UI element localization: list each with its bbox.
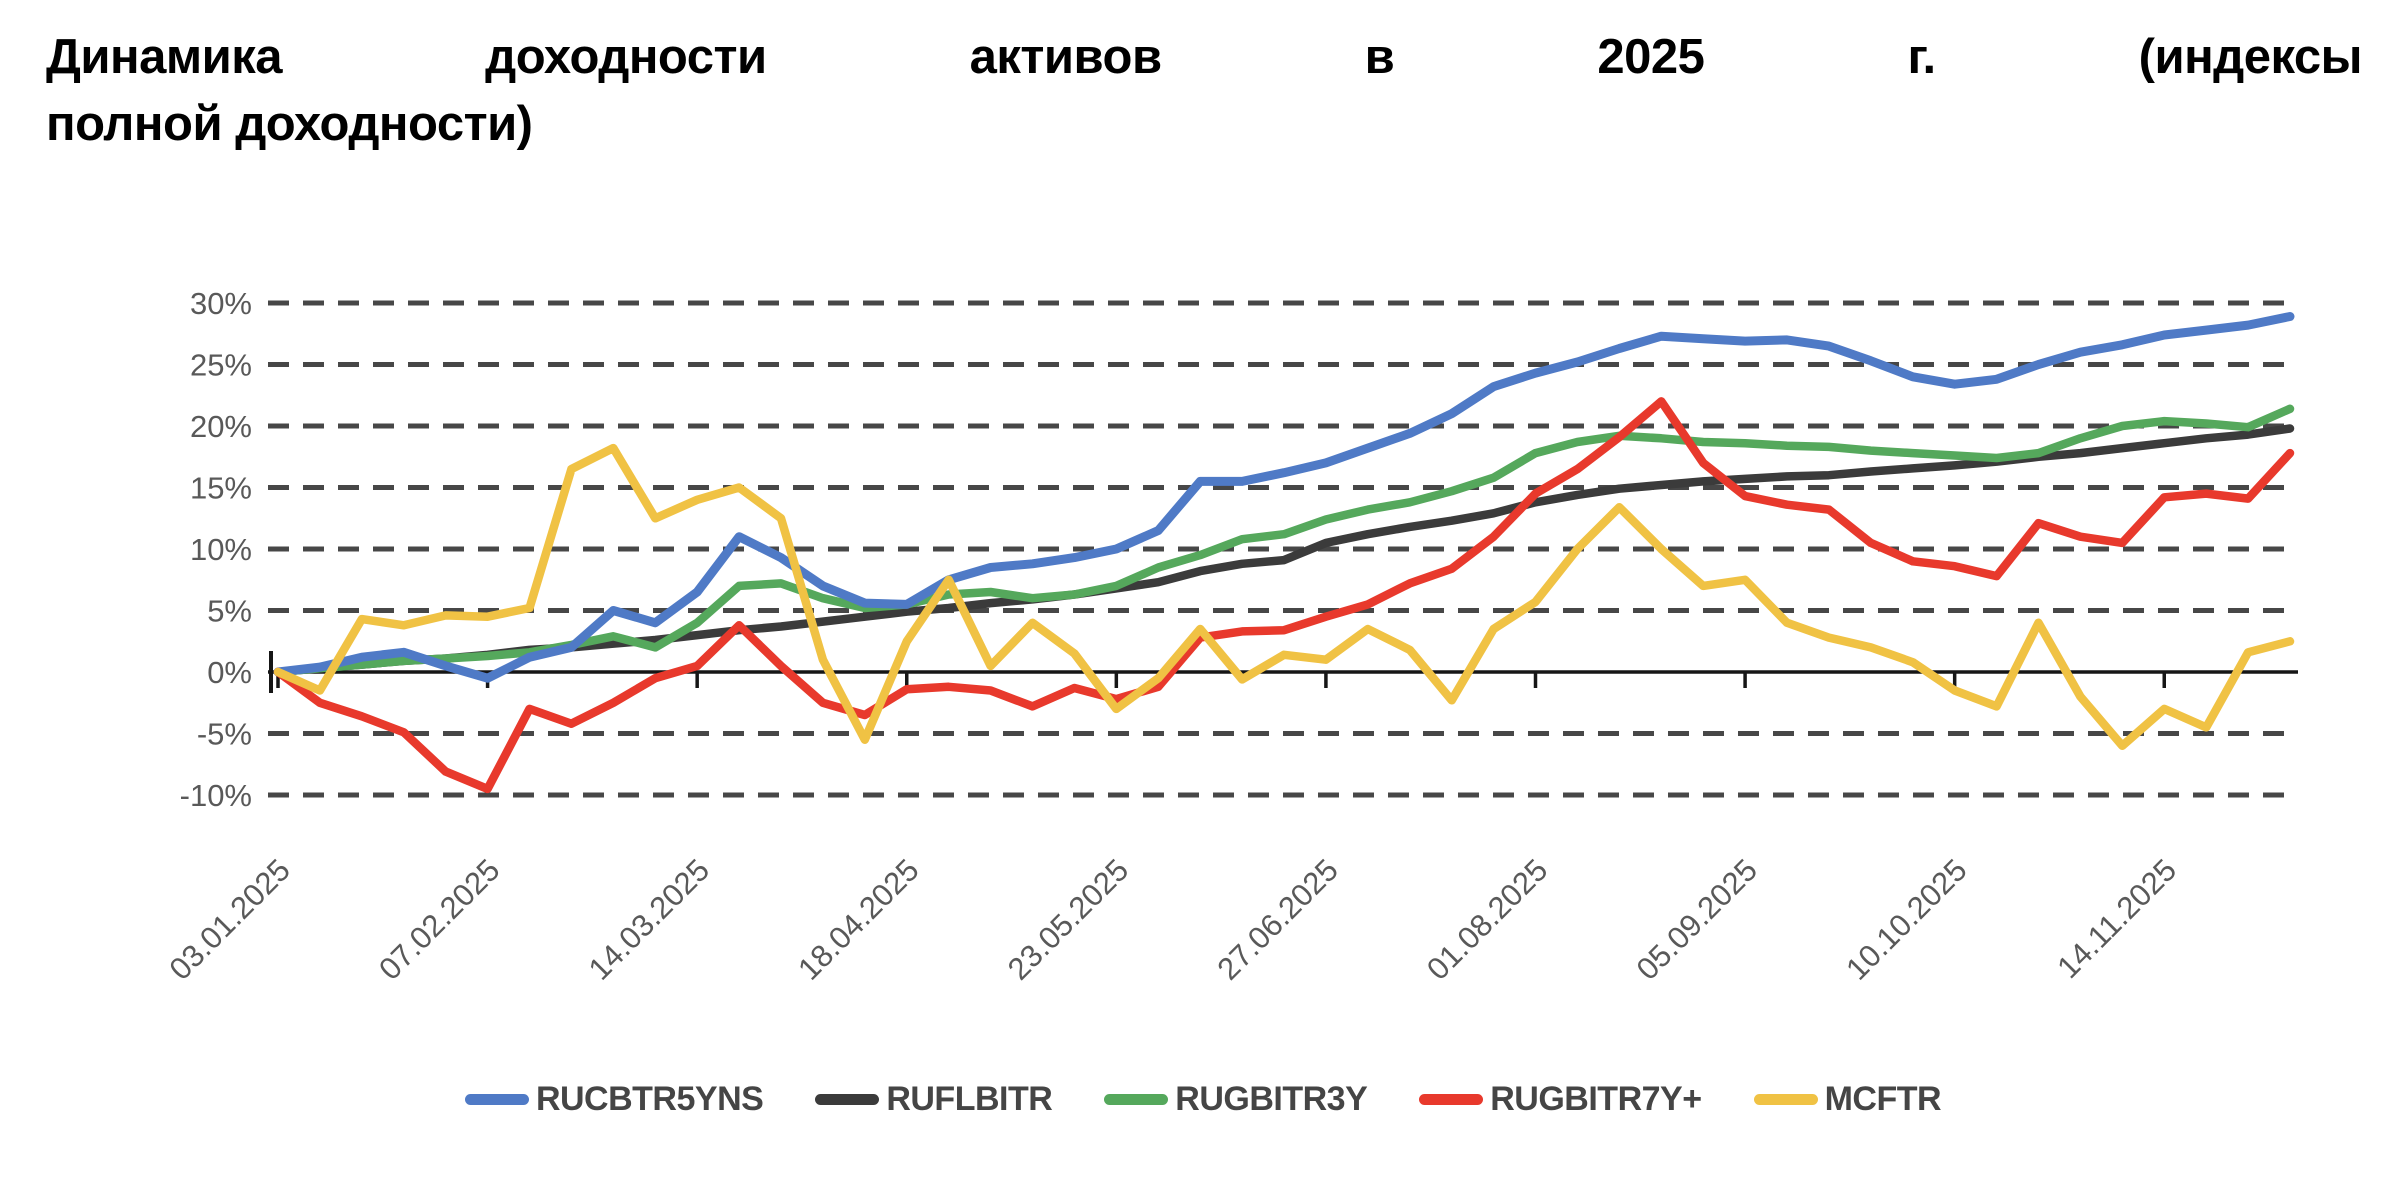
y-axis-label-30: 30% [190,286,252,321]
x-axis-label-14.03.2025: 14.03.2025 [582,852,716,986]
y-axis-label-5: 5% [207,594,252,629]
series-line-RUFLBITR [273,424,2295,677]
x-axis-label-05.09.2025: 05.09.2025 [1630,852,1764,986]
y-axis-label-0: 0% [207,655,252,690]
y-axis-label-15: 15% [190,471,252,506]
y-axis-label-20: 20% [190,409,252,444]
legend-swatch-rugbitr7y [1419,1094,1484,1105]
x-axis-label-01.08.2025: 01.08.2025 [1420,852,1554,986]
y-axis-label--5: -5% [197,717,252,752]
series-line-MCFTR [273,443,2295,751]
series-line-RUGBITR7Y+ [273,397,2295,794]
chart-title-line2: полной доходности) [46,97,533,151]
legend-label-rugbitr7y: RUGBITR7Y+ [1490,1080,1702,1118]
series-line-RUCBTR5YNS [273,312,2295,683]
x-axis-label-10.10.2025: 10.10.2025 [1839,852,1973,986]
y-axis-label--10: -10% [180,778,252,813]
series-line-RUGBITR3Y [273,404,2295,677]
legend-swatch-mcftr [1753,1094,1818,1105]
legend-swatch-rugbitr3y [1104,1094,1169,1105]
legend-label-ruflbitr: RUFLBITR [886,1080,1053,1118]
chart-title: Динамика доходности активов в 2025 г. (и… [46,24,2363,158]
x-axis-label-27.06.2025: 27.06.2025 [1210,852,1344,986]
legend-swatch-rucbtr5yns [464,1094,529,1105]
legend-swatch-ruflbitr [815,1094,880,1105]
x-axis-label-07.02.2025: 07.02.2025 [372,852,506,986]
legend-label-rugbitr3y: RUGBITR3Y [1175,1080,1368,1118]
y-axis-label-25: 25% [190,348,252,383]
x-axis-label-18.04.2025: 18.04.2025 [791,852,925,986]
legend-item-rugbitr7y: RUGBITR7Y+ [1419,1080,1702,1119]
legend: RUCBTR5YNS RUFLBITR RUGBITR3Y RUGBITR7Y+… [0,1080,2406,1119]
legend-item-rucbtr5yns: RUCBTR5YNS [464,1080,764,1119]
x-axis-label-23.05.2025: 23.05.2025 [1001,852,1135,986]
legend-label-mcftr: MCFTR [1824,1080,1942,1118]
legend-item-rugbitr3y: RUGBITR3Y [1104,1080,1368,1119]
legend-item-mcftr: MCFTR [1753,1080,1942,1119]
chart-title-line1: Динамика доходности активов в 2025 г. (и… [46,30,2363,84]
y-axis-label-10: 10% [190,532,252,567]
legend-item-ruflbitr: RUFLBITR [815,1080,1053,1119]
legend-label-rucbtr5yns: RUCBTR5YNS [535,1080,764,1118]
x-axis-label-14.11.2025: 14.11.2025 [2050,852,2183,985]
x-axis-label-03.01.2025: 03.01.2025 [162,852,296,986]
